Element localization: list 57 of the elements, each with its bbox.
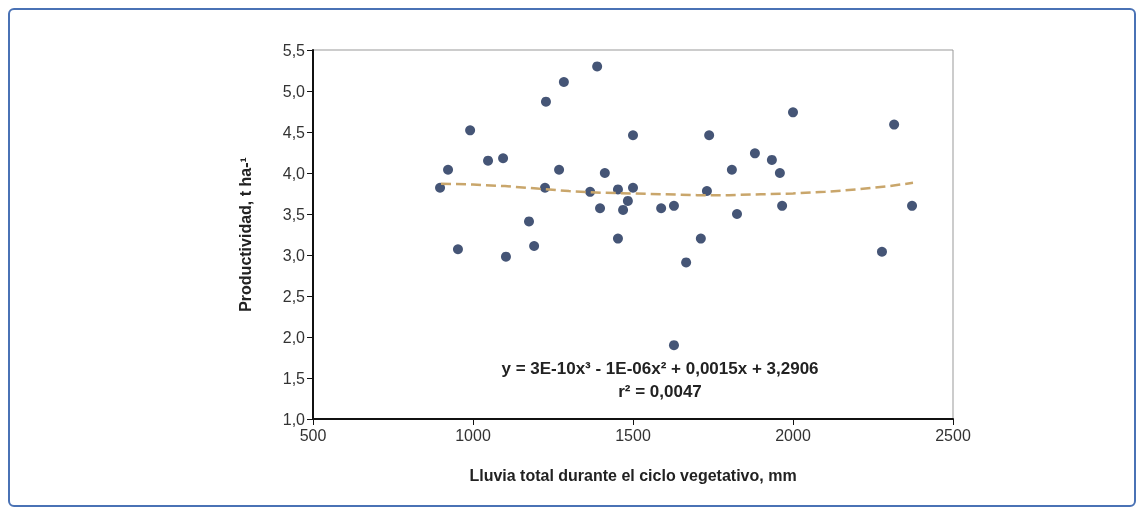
point: [766, 154, 777, 165]
point: [612, 233, 623, 244]
point: [524, 216, 534, 227]
point: [554, 164, 565, 175]
point: [452, 244, 463, 255]
point: [435, 182, 446, 193]
point: [483, 155, 494, 166]
point: [443, 164, 454, 175]
y-axis-title: Productividad, t ha-¹: [236, 157, 254, 312]
point: [788, 107, 798, 118]
point: [749, 148, 760, 159]
point: [558, 76, 569, 87]
point: [465, 125, 476, 136]
point: [726, 164, 737, 175]
point: [681, 257, 692, 268]
x-tick-label: 2000: [775, 426, 811, 444]
point: [529, 240, 540, 251]
point: [500, 251, 511, 262]
y-tick-label: 3,5: [282, 205, 306, 223]
point: [599, 168, 610, 178]
point: [498, 153, 509, 164]
point: [595, 203, 606, 214]
y-tick-label: 5,5: [282, 41, 306, 59]
point: [656, 203, 667, 214]
y-tick-label: 4,0: [282, 164, 306, 182]
point: [618, 204, 629, 215]
point: [907, 200, 918, 211]
point: [540, 96, 551, 107]
y-tick-label: 1,0: [282, 410, 306, 428]
point: [612, 184, 623, 195]
annotation: r² = 0,0047: [618, 382, 702, 401]
x-tick-label: 2500: [935, 426, 971, 444]
point: [876, 246, 887, 257]
point: [668, 340, 679, 351]
annotation: y = 3E-10x³ - 1E-06x² + 0,0015x + 3,2906: [501, 359, 819, 378]
point: [592, 61, 603, 72]
x-tick-label: 500: [299, 426, 327, 444]
point: [732, 209, 742, 219]
point: [774, 168, 785, 178]
x-tick-label: 1500: [615, 426, 651, 444]
point: [695, 233, 706, 244]
x-tick-label: 1000: [455, 426, 491, 444]
y-tick-label: 2,0: [282, 328, 306, 346]
point: [889, 119, 900, 130]
point: [668, 200, 679, 211]
y-tick-label: 5,0: [282, 82, 306, 100]
point: [628, 182, 638, 193]
point: [704, 130, 715, 141]
x-axis-title: Lluvia total durante el ciclo vegetativo, mm: [469, 466, 797, 484]
point: [628, 130, 638, 141]
point: [622, 195, 633, 206]
y-tick-label: 4,5: [282, 123, 306, 141]
y-tick-label: 2,5: [282, 287, 306, 305]
y-tick-label: 1,5: [282, 369, 306, 387]
point: [777, 200, 788, 211]
point: [701, 186, 712, 197]
y-tick-label: 3,0: [282, 246, 306, 264]
